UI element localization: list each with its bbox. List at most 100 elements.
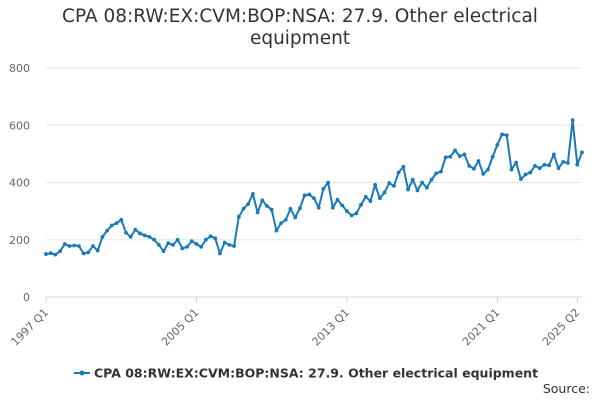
data-point [86, 250, 91, 255]
data-point [128, 234, 133, 239]
data-point [77, 244, 81, 248]
data-point [58, 249, 63, 254]
data-point [415, 188, 420, 193]
data-point [533, 163, 537, 168]
data-point [185, 245, 189, 249]
x-tick-label: 2021 Q1 [460, 306, 503, 349]
data-point [387, 181, 392, 185]
data-point [462, 152, 467, 157]
data-point [222, 240, 227, 245]
data-point [279, 221, 283, 226]
y-tick-label: 0 [23, 291, 30, 304]
y-tick-label: 600 [9, 119, 30, 132]
data-point [326, 180, 331, 185]
data-point [556, 166, 561, 171]
data-point [340, 203, 345, 208]
data-point [269, 207, 274, 212]
chart-title-line-2: equipment [249, 28, 351, 49]
y-tick-label: 800 [9, 62, 30, 75]
data-point [335, 197, 340, 202]
data-point [359, 202, 363, 207]
x-tick-label: 2005 Q1 [159, 306, 202, 349]
legend-marker-icon [79, 370, 85, 376]
data-point [283, 217, 288, 222]
data-point [561, 159, 566, 164]
data-point [119, 217, 124, 222]
source-label: Source: [542, 381, 590, 396]
data-point [392, 184, 396, 188]
data-point [424, 185, 429, 190]
data-point [429, 177, 434, 182]
x-tick-label: 1997 Q1 [9, 306, 52, 349]
y-tick-label: 400 [9, 177, 30, 190]
data-point [147, 234, 152, 239]
data-point [302, 193, 307, 198]
x-tick-label: 2025 Q2 [540, 306, 583, 349]
data-point [542, 162, 547, 167]
data-point [363, 194, 368, 199]
series-line [45, 119, 583, 256]
data-point [330, 205, 335, 210]
data-point [138, 231, 142, 236]
data-point [528, 170, 533, 175]
data-point [171, 243, 175, 247]
data-point [434, 171, 439, 176]
data-point [53, 252, 58, 257]
data-point [368, 199, 373, 204]
data-point [142, 233, 147, 238]
data-point [495, 142, 500, 147]
data-point [551, 152, 556, 157]
data-point [203, 237, 208, 242]
data-point [105, 228, 110, 233]
data-point [321, 186, 326, 191]
data-point [377, 196, 382, 201]
data-point [81, 251, 86, 256]
data-point [580, 150, 584, 155]
data-point [218, 251, 222, 256]
data-point [443, 155, 448, 160]
data-point [439, 169, 443, 174]
data-point [232, 244, 236, 248]
data-point [260, 198, 265, 203]
data-point [133, 227, 138, 232]
data-point [565, 161, 570, 165]
data-point [509, 167, 514, 172]
data-point [180, 246, 185, 251]
data-point [274, 228, 279, 233]
data-point [420, 180, 425, 185]
data-point [307, 192, 312, 197]
data-point [457, 154, 462, 159]
data-point [199, 245, 204, 249]
data-point [547, 163, 551, 168]
legend-label: CPA 08:RW:EX:CVM:BOP:NSA: 27.9. Other el… [94, 366, 538, 381]
data-point [227, 243, 232, 247]
data-point [312, 196, 316, 201]
data-point [246, 202, 251, 206]
x-tick-label: 2013 Q1 [309, 306, 352, 349]
data-point [44, 252, 48, 256]
data-point [406, 187, 410, 192]
data-point [523, 172, 528, 177]
data-point [518, 177, 523, 181]
data-point [208, 234, 213, 239]
data-point [236, 214, 241, 219]
data-point [467, 163, 472, 168]
data-point [410, 177, 415, 182]
data-point [241, 206, 246, 211]
data-point [354, 211, 359, 216]
data-point [194, 242, 199, 246]
data-point [570, 118, 575, 122]
data-point [476, 159, 481, 163]
data-point [91, 244, 95, 248]
data-point [152, 237, 157, 242]
data-point [349, 213, 354, 218]
data-point [453, 148, 457, 153]
data-point [161, 249, 166, 254]
data-point [265, 204, 269, 208]
chart-title-line-1: CPA 08:RW:EX:CVM:BOP:NSA: 27.9. Other el… [62, 6, 538, 27]
data-point [373, 182, 378, 187]
data-point [166, 241, 171, 246]
data-point [490, 154, 495, 159]
data-point [345, 209, 349, 214]
